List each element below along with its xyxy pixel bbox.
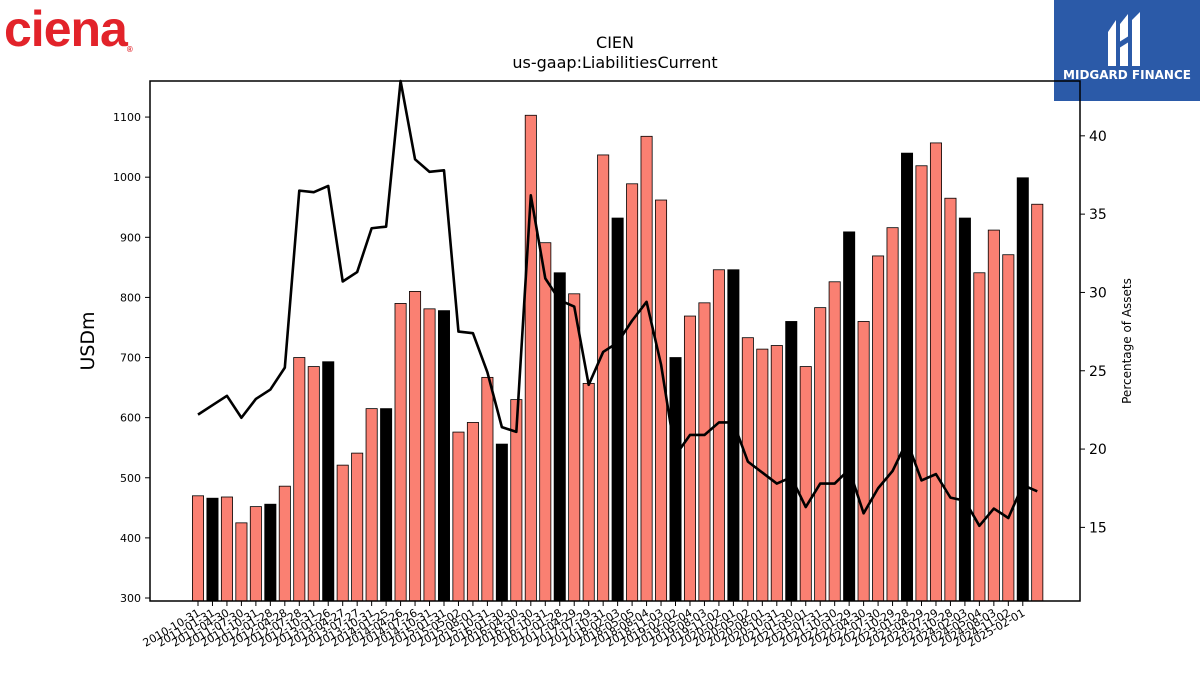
bar [597,154,610,602]
y-tick-label: 400 [120,532,141,545]
bar [481,376,494,602]
y-tick-label: 700 [120,352,141,365]
bar [322,361,335,602]
bar [741,337,754,602]
bar [293,357,306,602]
y-axis-label: USDm [77,311,99,370]
y-tick-label: 600 [120,412,141,425]
bar [872,255,885,602]
y-tick-label: 300 [120,592,141,605]
bar [409,290,422,602]
brand-trademark: ® [126,45,133,54]
bar [915,165,928,602]
bar [987,229,1000,602]
bar [611,217,624,602]
bar [973,272,986,602]
bar [698,302,711,602]
bar [770,345,783,602]
bar [1016,177,1029,602]
bar [929,142,942,602]
bar [582,382,595,602]
plot-frame [149,80,1081,602]
y-tick-label: 800 [120,291,141,304]
bar [539,242,552,602]
bar [857,321,870,602]
bar [235,522,248,602]
bar [466,422,479,602]
bar [423,308,436,602]
publisher-logo-mark-icon [1108,12,1140,66]
publisher-logo-name: MIDGARD FINANCE [1063,68,1191,82]
bar [626,183,639,602]
bar [958,217,971,602]
bar [278,485,291,602]
bar [394,303,407,602]
bar [568,293,581,602]
y2-tick-label: 40 [1089,129,1107,145]
brand-logo-text: ciena [4,1,128,57]
y-tick-label: 1100 [113,111,141,124]
bar [336,464,349,602]
bar [351,452,364,602]
bar [524,114,537,602]
brand-logo: ciena® [4,1,133,57]
bar [655,199,668,602]
bar [264,503,277,602]
bar [683,315,696,602]
bar [944,197,957,602]
bar [437,310,450,602]
bar [799,366,812,602]
y2-tick-label: 20 [1089,442,1107,458]
y2-tick-label: 30 [1089,285,1107,301]
bar [553,272,566,602]
bar [1031,203,1044,602]
y-tick-label: 900 [120,231,141,244]
y2-tick-label: 25 [1089,364,1107,380]
bar [669,357,682,602]
line-series [197,79,1038,528]
y2-tick-label: 35 [1089,207,1107,223]
bar [814,307,827,602]
bar [640,135,653,602]
bar [843,231,856,602]
y-axis-ticks: 300 400 500 600 700 800 900 1000 1100 [113,111,150,605]
chart-subtitle: us-gaap:LiabilitiesCurrent [512,53,717,72]
y2-axis-ticks: 15 20 25 30 35 40 [1080,129,1107,536]
percentage-line [197,79,1038,528]
y-tick-label: 1000 [113,171,141,184]
bar [886,227,899,602]
y-tick-label: 500 [120,472,141,485]
bar [712,269,725,602]
bar [785,321,798,602]
bar [380,408,393,602]
bar [206,497,219,602]
bar [249,506,262,602]
chart-title: CIEN [596,33,634,52]
publisher-logo: MIDGARD FINANCE [1054,0,1200,101]
bar-series [191,114,1044,602]
y2-axis-label: Percentage of Assets [1120,278,1134,404]
y2-tick-label: 15 [1089,520,1107,536]
bar [901,152,914,602]
bar [307,366,320,602]
bar [452,431,465,602]
x-axis-ticks: 2010-10-312011-01-312011-04-302011-07-30… [141,601,1027,650]
bar [191,495,204,602]
bar [828,281,841,602]
bar [220,496,233,602]
bar [1002,254,1015,602]
bar [365,408,378,602]
bar [495,443,508,602]
